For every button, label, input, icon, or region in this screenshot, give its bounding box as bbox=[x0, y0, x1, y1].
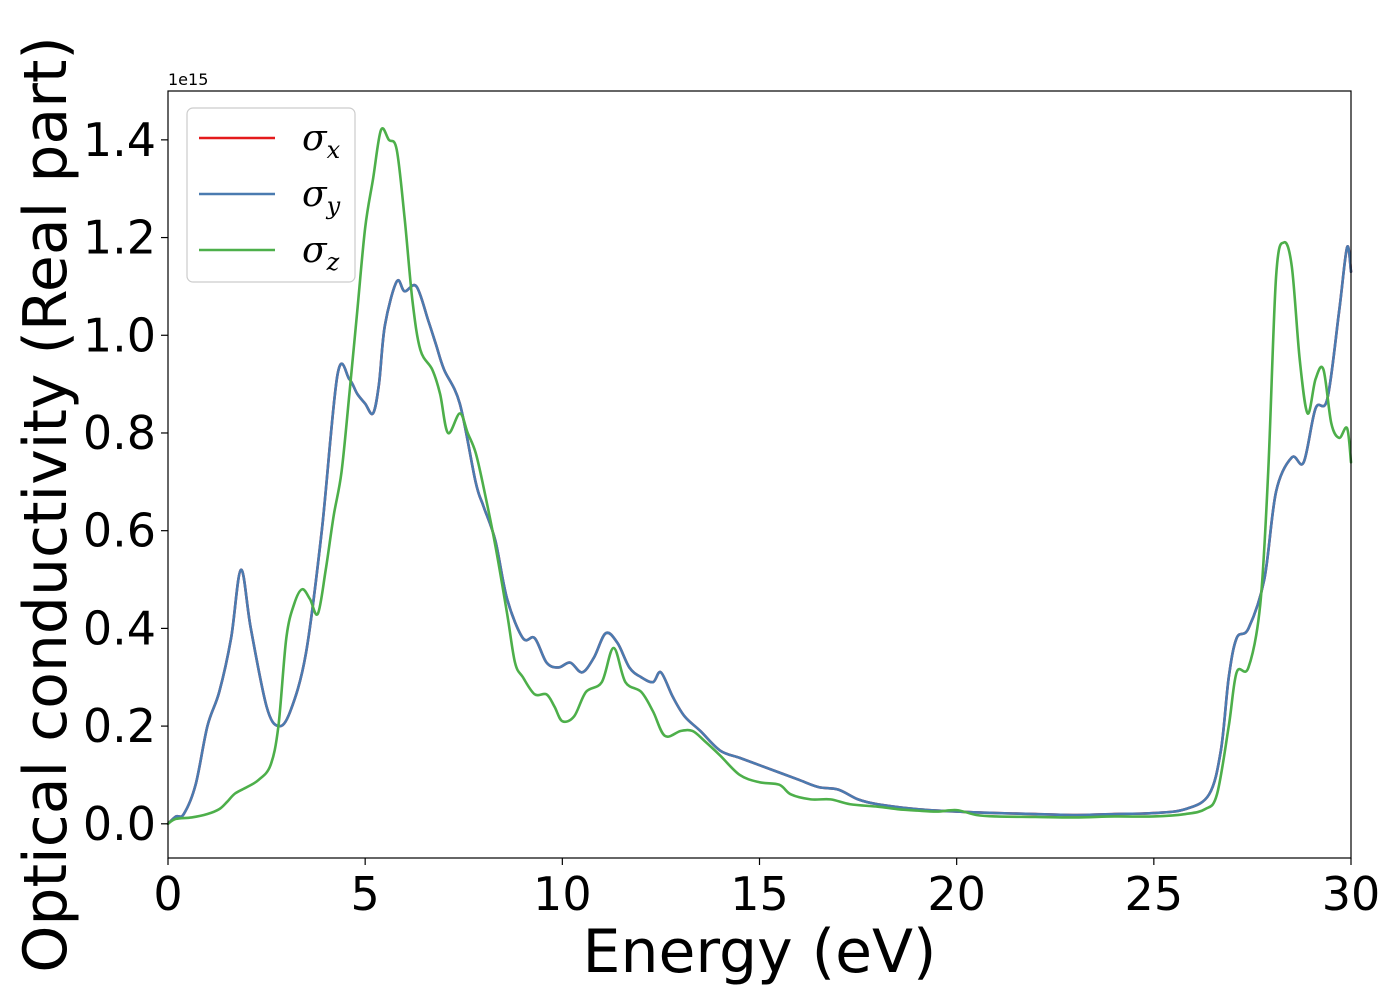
x-axis-title: Energy (eV) bbox=[583, 917, 937, 987]
y-tick-label: 0.2 bbox=[83, 699, 156, 753]
y-tick-label: 1.0 bbox=[83, 308, 156, 362]
y-tick-label: 1.4 bbox=[83, 113, 156, 167]
y-tick-label: 0.8 bbox=[83, 406, 156, 460]
y-tick-label: 0.4 bbox=[83, 601, 156, 655]
y-offset-label: 1e15 bbox=[168, 70, 208, 89]
x-tick-label: 20 bbox=[927, 867, 986, 921]
y-tick-label: 0.6 bbox=[83, 504, 156, 558]
y-tick-label: 1.2 bbox=[83, 211, 156, 265]
y-axis-title: Optical conductivity (Real part) bbox=[11, 36, 81, 973]
x-tick-label: 25 bbox=[1125, 867, 1184, 921]
x-tick-label: 0 bbox=[153, 867, 182, 921]
x-tick-label: 10 bbox=[533, 867, 592, 921]
x-axis: 0 5 10 15 20 25 30 bbox=[153, 858, 1380, 921]
x-tick-label: 5 bbox=[351, 867, 380, 921]
series-line-sigma-y bbox=[166, 245, 1353, 826]
y-tick-label: 0.0 bbox=[83, 797, 156, 851]
series-layer bbox=[166, 127, 1353, 826]
x-tick-label: 15 bbox=[730, 867, 789, 921]
series-line-sigma-z bbox=[166, 127, 1353, 826]
x-tick-label: 30 bbox=[1322, 867, 1381, 921]
y-axis: 0.0 0.2 0.4 0.6 0.8 1.0 1.2 1.4 bbox=[83, 113, 168, 851]
